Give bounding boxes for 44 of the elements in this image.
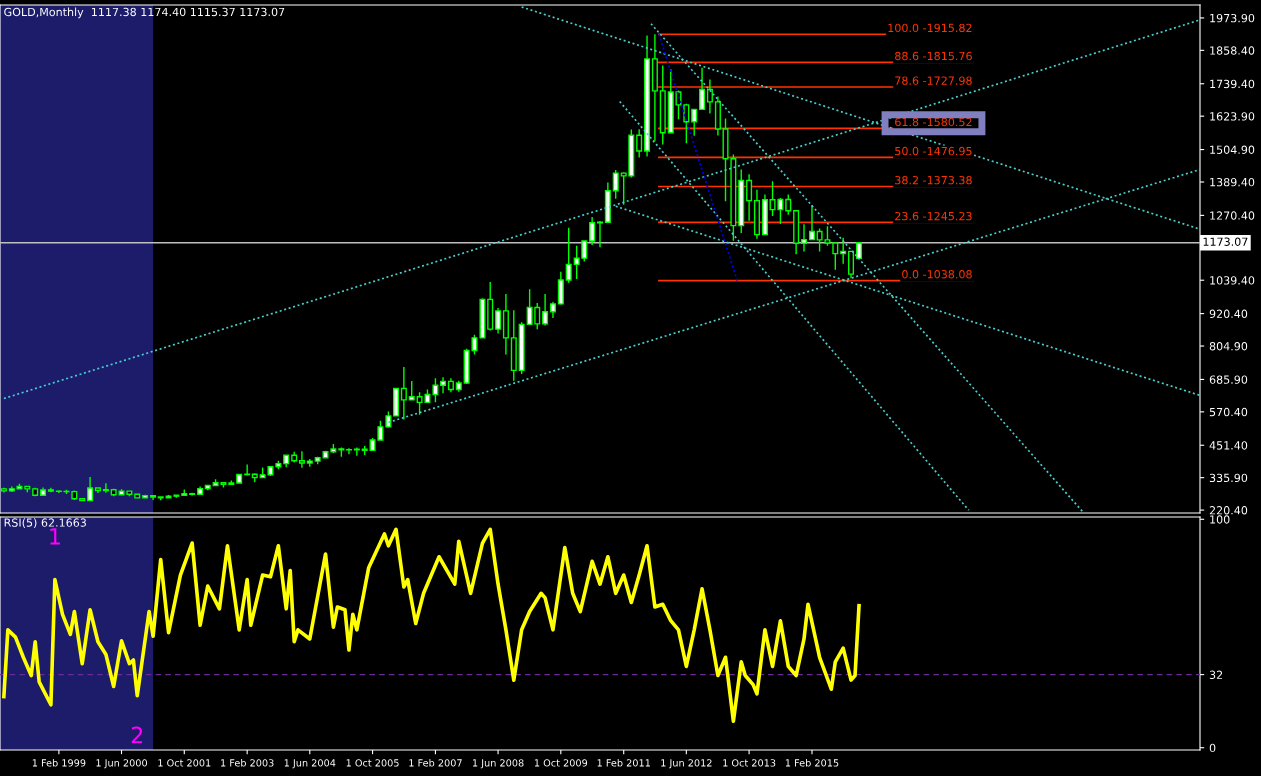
annotation: 2 [131,726,143,744]
y-tick-label: 220.40 [1209,506,1248,515]
x-tick-label: 1 Oct 2005 [346,759,399,767]
x-tick-label: 1 Feb 2003 [221,759,274,767]
x-tick-label: 1 Jun 2008 [472,759,524,769]
series-label: 23.6 -1245.23 [895,211,972,221]
series-label: 0.0 -1038.08 [902,270,972,279]
y-tick-label: 570.40 [1209,407,1248,417]
x-tick-label: 1 Oct 2001 [158,759,211,767]
y-tick-label: 1389.40 [1210,177,1255,187]
x-tick-label: 1 Feb 2007 [409,759,462,767]
x-tick-label: 1 Feb 1999 [32,759,86,767]
y-tick-label: 1504.90 [1210,145,1255,154]
series-label: 61.8 -1580.52 [895,117,972,127]
series-label: 50.0 -1476.95 [895,146,972,156]
y-tick-label: 1858.40 [1210,46,1255,55]
y-tick-label: 804.90 [1209,342,1248,351]
x-tick-label: 1 Feb 2011 [597,759,650,767]
y-tick-label: 1623.90 [1210,112,1255,121]
y-tick-label: 1039.40 [1210,276,1255,285]
y-tick-label: 335.90 [1209,473,1248,483]
y-tick-label: 0 [1209,743,1216,753]
y-tick-label: 685.90 [1209,375,1248,384]
series-label: 78.6 -1727.98 [895,76,972,85]
series-label: 38.2 -1373.38 [895,175,972,185]
x-tick-label: 1 Jun 2000 [96,759,148,769]
chart-title: GOLD,Monthly 1117.38 1174.40 1115.37 1173.07 [4,7,285,19]
y-tick-label: 920.40 [1209,309,1248,318]
y-tick-label: 32 [1209,670,1223,679]
annotation: 1 [50,528,60,545]
y-tick-label: 1739.40 [1210,79,1255,89]
x-tick-label: 1 Oct 2009 [534,759,588,767]
series-label: 100.0 -1915.82 [888,23,972,33]
y-tick-label: 1973.90 [1210,13,1255,23]
ref-line-label: 1173.07 [1203,237,1248,246]
x-tick-label: 1 Jun 2004 [284,759,336,769]
y-tick-label: 451.40 [1209,441,1248,450]
chart-title: RSI(5) 62.1663 [4,518,86,529]
y-tick-label: 100 [1210,515,1230,524]
x-tick-label: 1 Jun 2012 [661,759,712,769]
y-tick-label: 1270.40 [1210,211,1255,220]
x-tick-label: 1 Feb 2015 [785,759,839,767]
series-label: 88.6 -1815.76 [895,51,972,61]
x-tick-label: 1 Oct 2013 [723,759,776,767]
